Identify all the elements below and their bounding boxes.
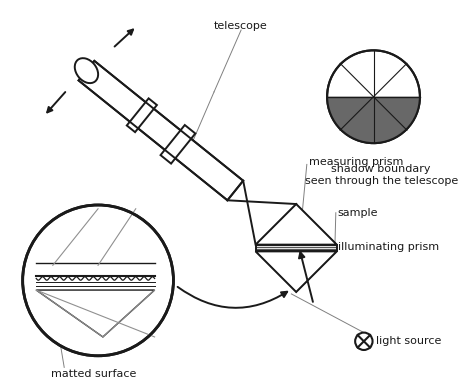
Text: illuminating prism: illuminating prism [338, 242, 439, 252]
Text: telescope: telescope [214, 21, 268, 31]
Polygon shape [127, 98, 157, 132]
Polygon shape [255, 204, 337, 245]
Text: shadow boundary
seen through the telescope: shadow boundary seen through the telesco… [305, 164, 458, 186]
Polygon shape [36, 290, 155, 337]
Text: measuring prism: measuring prism [309, 157, 403, 168]
Polygon shape [161, 125, 195, 164]
Text: matted surface: matted surface [51, 369, 136, 379]
Polygon shape [36, 263, 155, 276]
Circle shape [23, 205, 173, 356]
Polygon shape [255, 245, 337, 251]
Polygon shape [79, 61, 243, 200]
Circle shape [327, 50, 420, 143]
Ellipse shape [75, 58, 98, 83]
Text: light source: light source [376, 336, 442, 346]
Polygon shape [327, 97, 420, 143]
Polygon shape [255, 251, 337, 292]
Text: sample: sample [338, 208, 378, 218]
